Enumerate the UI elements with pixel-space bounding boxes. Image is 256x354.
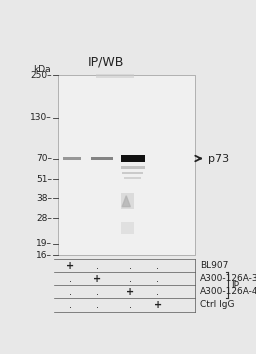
Text: 51–: 51– xyxy=(36,175,52,184)
Bar xyxy=(58,75,195,255)
Text: +: + xyxy=(93,274,102,284)
Text: +: + xyxy=(126,287,134,297)
Text: .: . xyxy=(69,274,72,284)
Text: .: . xyxy=(96,287,99,297)
Text: 70–: 70– xyxy=(36,154,52,163)
Bar xyxy=(121,155,145,161)
Text: .: . xyxy=(69,287,72,297)
Bar xyxy=(121,166,145,169)
Bar xyxy=(91,156,113,160)
Bar xyxy=(63,156,81,160)
Text: IP: IP xyxy=(231,281,239,290)
Text: .: . xyxy=(96,300,99,310)
Text: Ctrl IgG: Ctrl IgG xyxy=(200,301,234,309)
Text: 16–: 16– xyxy=(36,251,52,259)
Text: p73: p73 xyxy=(208,154,229,164)
Text: kDa: kDa xyxy=(33,65,51,74)
Text: 250–: 250– xyxy=(30,71,52,80)
Text: A300-126A-4: A300-126A-4 xyxy=(200,287,256,296)
Text: 19–: 19– xyxy=(36,239,52,249)
Text: .: . xyxy=(156,274,159,284)
Text: .: . xyxy=(129,261,132,271)
Text: IP/WB: IP/WB xyxy=(88,55,124,68)
Bar xyxy=(123,177,141,179)
Text: .: . xyxy=(129,300,132,310)
Bar xyxy=(121,193,134,209)
Text: +: + xyxy=(154,300,162,310)
Text: A300-126A-3: A300-126A-3 xyxy=(200,274,256,283)
Text: 38–: 38– xyxy=(36,194,52,203)
Text: +: + xyxy=(66,261,74,271)
Polygon shape xyxy=(122,196,130,207)
Bar xyxy=(121,222,134,234)
Bar xyxy=(96,74,134,79)
Text: .: . xyxy=(69,300,72,310)
Text: 130–: 130– xyxy=(30,114,52,122)
Text: .: . xyxy=(156,261,159,271)
Text: .: . xyxy=(129,274,132,284)
Text: .: . xyxy=(96,261,99,271)
Text: .: . xyxy=(156,287,159,297)
Bar xyxy=(122,172,143,175)
Text: 28–: 28– xyxy=(36,214,52,223)
Text: BL907: BL907 xyxy=(200,261,228,270)
